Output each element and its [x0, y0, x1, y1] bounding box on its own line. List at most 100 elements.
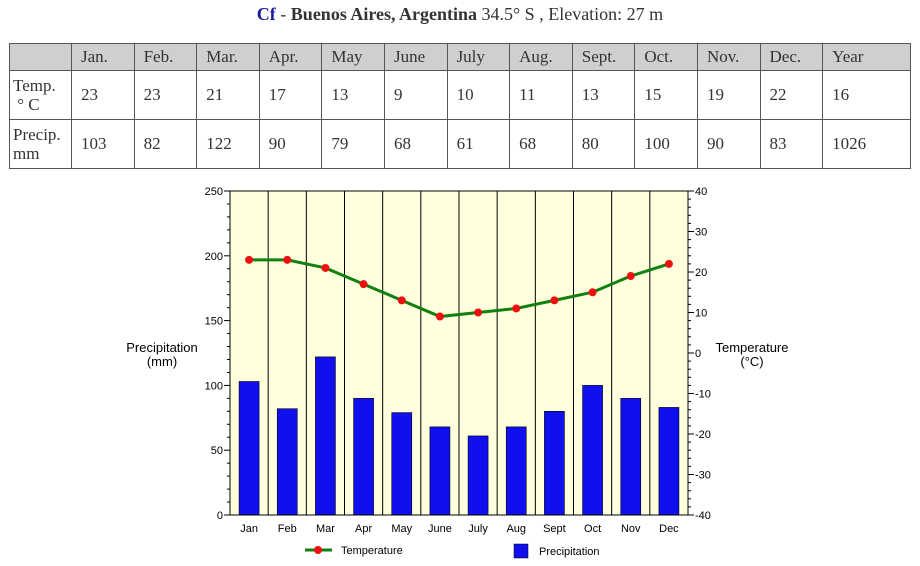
table-cell: 22 — [759, 70, 824, 120]
right-axis-tick-label: 20 — [695, 267, 707, 279]
table-cell: 9 — [383, 70, 448, 120]
table-cell: 10 — [446, 70, 511, 120]
left-axis: 0 50 100 150 200 250 — [205, 186, 230, 522]
table-cell: 122 — [196, 119, 260, 169]
precipitation-bar — [315, 356, 336, 516]
climate-table: Jan. Feb. Mar. Apr. May June July Aug. S… — [9, 43, 912, 169]
right-axis-tick-label: -30 — [695, 470, 711, 482]
temperature-marker — [474, 308, 483, 317]
temperature-marker — [550, 296, 559, 305]
right-axis-tick-label: -10 — [695, 389, 711, 401]
table-cell: 90 — [258, 119, 323, 169]
x-axis-tick-label: Oct — [584, 523, 601, 535]
table-cell: 13 — [321, 70, 385, 120]
temperature-markers — [245, 255, 673, 321]
precipitation-bar — [429, 426, 451, 516]
temperature-marker — [626, 272, 635, 281]
header-cell: Dec. — [759, 43, 824, 71]
temperature-marker — [283, 255, 292, 264]
gridlines — [267, 191, 651, 515]
legend-temperature-label: Temperature — [341, 545, 403, 557]
table-row-precipitation: Precip. mm 103 82 122 90 79 68 61 68 80 1… — [9, 119, 912, 169]
right-axis-tick-label: 0 — [695, 348, 701, 360]
x-axis-tick-label: Aug — [506, 523, 526, 535]
x-axis-tick-label: July — [468, 523, 488, 535]
legend-temperature-marker — [314, 546, 322, 554]
header-cell: Nov. — [696, 43, 761, 71]
table-cell: 13 — [571, 70, 636, 120]
table-cell: 100 — [634, 119, 698, 169]
climate-code: Cf — [256, 4, 276, 24]
left-axis-tick-label: 100 — [205, 380, 223, 392]
title-separator: - — [280, 4, 287, 24]
left-axis-title-line2: (mm) — [147, 354, 177, 369]
temperature-marker — [588, 288, 597, 297]
temperature-marker — [321, 263, 330, 272]
x-axis-tick-label: May — [391, 523, 412, 535]
header-cell: July — [446, 43, 511, 71]
x-axis: Jan Feb Mar Apr May June July Aug Sept Oct Nov Dec — [240, 523, 679, 535]
elevation: , Elevation: 27 m — [539, 4, 664, 24]
precipitation-bar — [658, 407, 680, 516]
precipitation-bar — [582, 385, 603, 516]
table-cell: 17 — [258, 70, 323, 120]
header-cell: Jan. — [71, 43, 135, 71]
x-axis-tick-label: June — [428, 523, 452, 535]
table-cell: 23 — [71, 70, 135, 120]
left-axis-tick-label: 0 — [217, 510, 223, 522]
table-cell: 19 — [696, 70, 761, 120]
header-cell: Oct. — [634, 43, 698, 71]
table-cell: 23 — [133, 70, 198, 120]
table-cell: 82 — [133, 119, 198, 169]
climate-chart: 0 50 100 150 200 250 -40 -30 -20 -10 0 10 20 30 40 Ja… — [126, 186, 788, 559]
table-cell: 68 — [383, 119, 448, 169]
precipitation-bar — [238, 381, 260, 516]
table-cell: 103 — [71, 119, 135, 169]
right-axis-tick-label: -20 — [695, 429, 711, 441]
x-axis-tick-label: Mar — [316, 523, 335, 535]
left-axis-tick-label: 150 — [205, 316, 223, 328]
header-cell: June — [383, 43, 448, 71]
table-cell: 61 — [446, 119, 511, 169]
header-cell: Aug. — [509, 43, 573, 71]
x-axis-tick-label: Apr — [355, 523, 372, 535]
precipitation-bar — [467, 435, 489, 516]
right-axis-title-line2: (°C) — [740, 354, 763, 369]
temperature-marker — [512, 304, 521, 313]
right-axis: -40 -30 -20 -10 0 10 20 30 40 — [688, 186, 711, 522]
header-cell: Mar. — [196, 43, 260, 71]
left-axis-tick-label: 50 — [211, 445, 223, 457]
temperature-marker — [435, 312, 444, 321]
right-axis-tick-label: 30 — [695, 227, 707, 239]
x-axis-tick-label: Sept — [543, 523, 566, 535]
precipitation-bar — [544, 411, 565, 516]
right-axis-tick-label: 10 — [695, 308, 707, 320]
temperature-line — [249, 258, 670, 319]
page-title: Cf - Buenos Aires, Argentina 34.5° S , E… — [0, 4, 920, 25]
chart-legend: Temperature Precipitation — [305, 543, 600, 559]
table-cell: 15 — [634, 70, 698, 120]
precipitation-bar — [276, 408, 298, 516]
city-name: Buenos Aires, Argentina — [290, 4, 477, 24]
table-cell: 68 — [509, 119, 573, 169]
table-cell: 80 — [571, 119, 636, 169]
table-cell: 21 — [196, 70, 260, 120]
left-axis-title-line1: Precipitation — [126, 340, 198, 355]
header-cell: May — [321, 43, 385, 71]
legend-precipitation-swatch — [513, 543, 529, 559]
table-cell: 79 — [321, 119, 385, 169]
right-axis-tick-label: 40 — [695, 186, 707, 198]
table-cell: 83 — [759, 119, 824, 169]
precipitation-bar — [353, 398, 374, 516]
x-axis-tick-label: Nov — [621, 523, 641, 535]
table-cell: 16 — [822, 70, 912, 120]
latitude: 34.5° S — [481, 4, 535, 24]
table-cell: 11 — [509, 70, 573, 120]
precipitation-bar — [505, 426, 527, 516]
table-header-row: Jan. Feb. Mar. Apr. May June July Aug. S… — [9, 43, 912, 71]
temperature-marker — [664, 259, 673, 268]
header-cell: Apr. — [258, 43, 323, 71]
precipitation-bar — [391, 412, 413, 516]
table-cell: 1026 — [822, 119, 912, 169]
header-cell: Year — [822, 43, 912, 71]
